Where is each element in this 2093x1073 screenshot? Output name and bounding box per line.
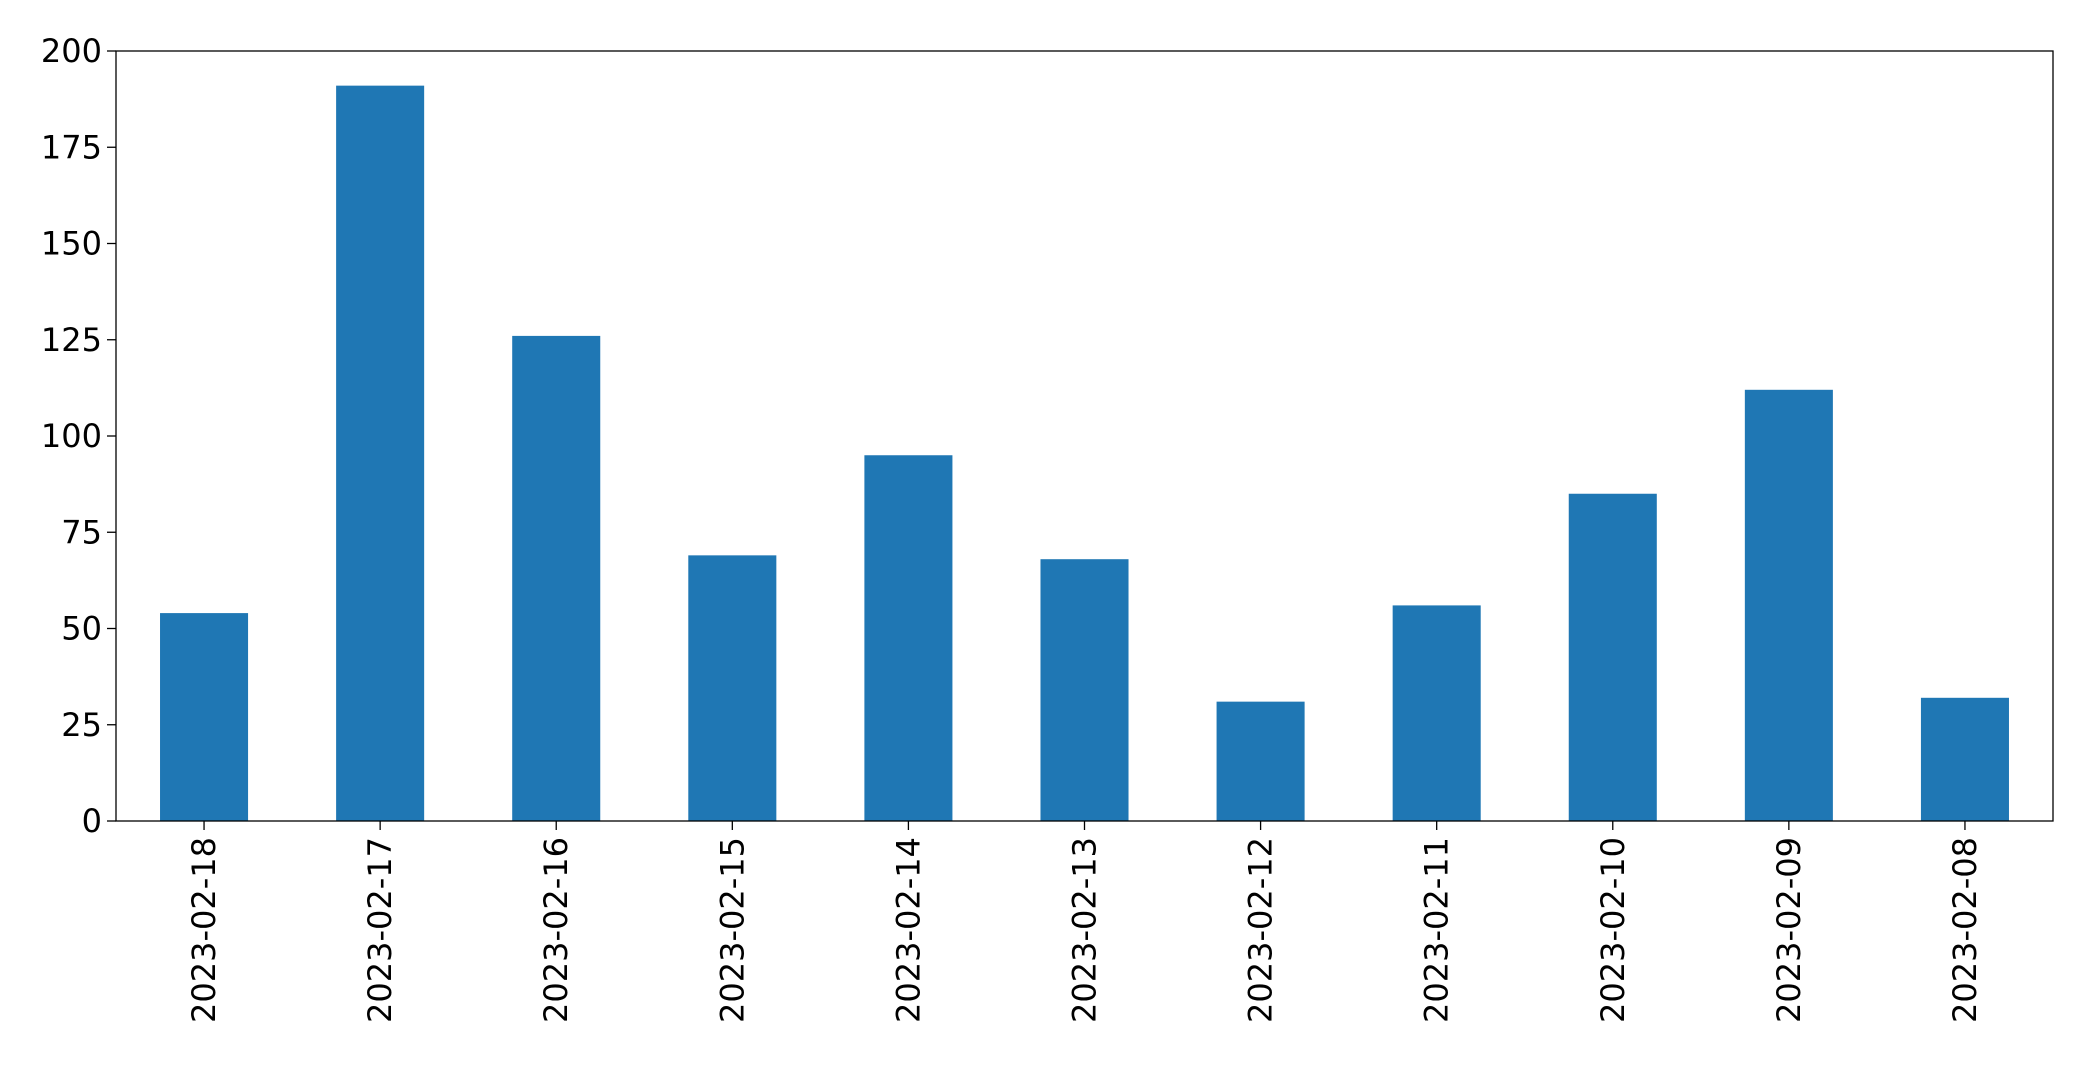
bar xyxy=(864,455,953,821)
y-tick-label: 50 xyxy=(61,610,102,648)
plot-frame xyxy=(115,50,2054,822)
bar xyxy=(1392,605,1481,821)
x-tick-label: 2023-02-12 xyxy=(1242,837,1280,1023)
bar xyxy=(1040,559,1129,821)
x-tick-label: 2023-02-10 xyxy=(1594,837,1632,1023)
y-tick-label: 200 xyxy=(41,32,102,70)
bar xyxy=(512,335,601,821)
bar xyxy=(1216,701,1305,821)
y-tick-label: 150 xyxy=(41,225,102,263)
bar xyxy=(1744,389,1833,821)
x-tick-label: 2023-02-15 xyxy=(713,837,751,1023)
y-tick-label: 100 xyxy=(41,417,102,455)
x-tick-label: 2023-02-09 xyxy=(1770,837,1808,1023)
y-tick-label: 0 xyxy=(82,802,102,840)
bar xyxy=(160,613,249,821)
bar xyxy=(688,555,777,821)
x-tick-label: 2023-02-17 xyxy=(361,837,399,1023)
y-tick-label: 125 xyxy=(41,321,102,359)
y-tick-label: 25 xyxy=(61,706,102,744)
x-tick-label: 2023-02-13 xyxy=(1066,837,1104,1023)
bar xyxy=(1568,493,1657,821)
y-tick-label: 75 xyxy=(61,513,102,551)
x-tick-label: 2023-02-14 xyxy=(889,837,927,1023)
x-tick-label: 2023-02-18 xyxy=(185,837,223,1023)
x-tick-label: 2023-02-16 xyxy=(537,837,575,1023)
x-tick-label: 2023-02-08 xyxy=(1946,837,1984,1023)
y-tick-label: 175 xyxy=(41,128,102,166)
bar xyxy=(336,85,425,821)
x-tick-label: 2023-02-11 xyxy=(1418,837,1456,1023)
bar xyxy=(1920,697,2009,821)
